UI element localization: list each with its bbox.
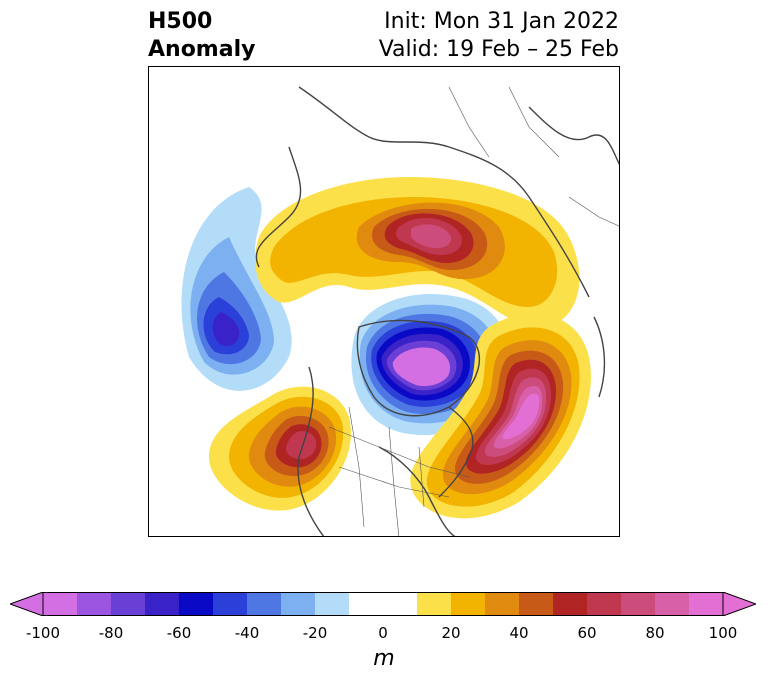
colorbar-tick-label: -20 <box>302 624 328 642</box>
coastlines <box>255 86 619 536</box>
colorbar-extend-low <box>10 592 44 616</box>
title-valid: Valid: 19 Feb – 25 Feb <box>378 37 619 62</box>
colorbar-extend-high <box>722 592 756 616</box>
colorbar-segment <box>349 592 384 616</box>
colorbar-segment <box>43 592 78 616</box>
colorbar-frame <box>42 592 724 616</box>
title-left: H500 Anomaly <box>148 8 255 64</box>
colorbar-segment <box>383 592 418 616</box>
title-variable: H500 <box>148 9 213 34</box>
political-borders <box>328 86 619 536</box>
colorbar-tick-label: 60 <box>577 624 597 642</box>
colorbar-segment <box>689 592 724 616</box>
colorbar-segment <box>451 592 486 616</box>
colorbar-unit-label: m <box>373 646 395 671</box>
colorbar-tick-label: -60 <box>166 624 192 642</box>
colorbar-tick-label: -100 <box>25 624 61 642</box>
colorbar-segment <box>145 592 180 616</box>
colorbar-tick-label: 100 <box>708 624 738 642</box>
negative-anomaly-pacific <box>181 187 292 391</box>
anomaly-map <box>181 86 619 536</box>
colorbar-segment <box>519 592 554 616</box>
colorbar-segment <box>77 592 112 616</box>
colorbar-segment <box>213 592 248 616</box>
colorbar-segment <box>315 592 350 616</box>
title-init: Init: Mon 31 Jan 2022 <box>384 9 619 34</box>
colorbar-segment <box>179 592 214 616</box>
colorbar-segment <box>655 592 690 616</box>
colorbar-tick-label: 40 <box>509 624 529 642</box>
colorbar-segment <box>111 592 146 616</box>
title-field: Anomaly <box>148 37 256 62</box>
colorbar-segment <box>587 592 622 616</box>
colorbar-tick-label: 80 <box>645 624 665 642</box>
colorbar-segment <box>485 592 520 616</box>
title-right: Init: Mon 31 Jan 2022 Valid: 19 Feb – 25… <box>379 8 619 64</box>
colorbar-segment <box>247 592 282 616</box>
colorbar-tick-label: -40 <box>234 624 260 642</box>
colorbar-tick-label: -80 <box>98 624 124 642</box>
positive-anomaly-siberia <box>255 177 580 329</box>
colorbar-ticks: -100 -80 -60 -40 -20 0 20 40 60 80 100 <box>0 624 768 644</box>
colorbar-segment <box>417 592 452 616</box>
colorbar <box>10 592 756 616</box>
colorbar-tick-label: 20 <box>441 624 461 642</box>
colorbar-tick-label: 0 <box>378 624 388 642</box>
positive-anomaly-atlantic <box>410 313 591 519</box>
positive-anomaly-west <box>209 386 351 511</box>
colorbar-segment <box>553 592 588 616</box>
colorbar-segment <box>621 592 656 616</box>
colorbar-segment <box>281 592 316 616</box>
map-panel <box>148 66 620 537</box>
